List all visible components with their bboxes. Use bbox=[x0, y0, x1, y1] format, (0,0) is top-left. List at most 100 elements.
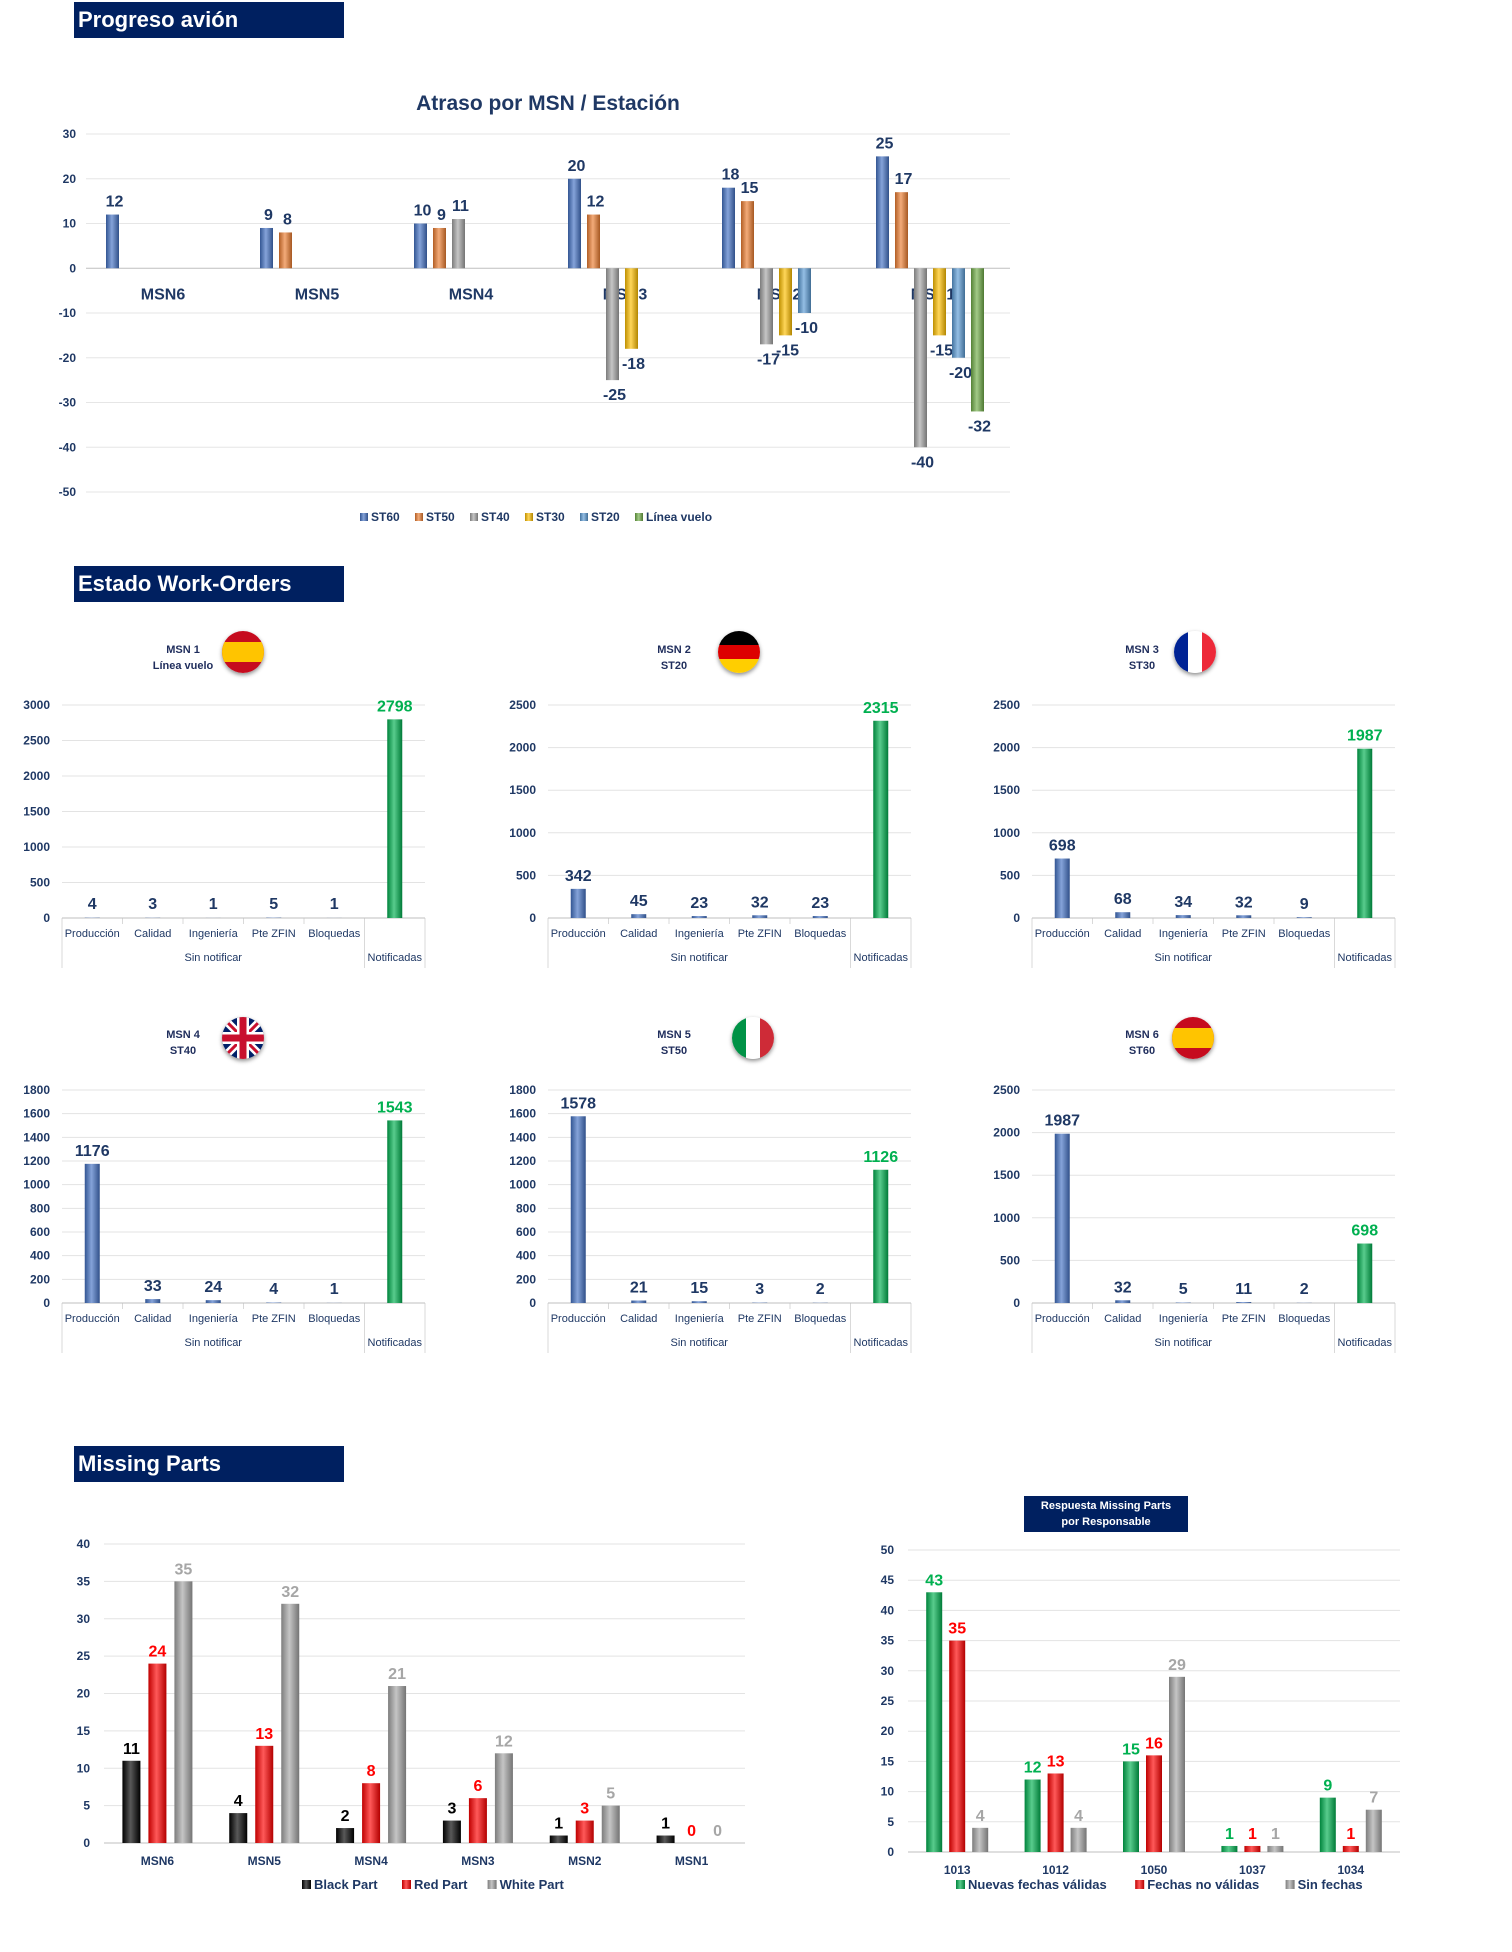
data-label: 15 bbox=[741, 180, 759, 197]
mp2-title-line1: Respuesta Missing Parts bbox=[1040, 1500, 1172, 1512]
y-tick-label: 1200 bbox=[23, 1154, 50, 1168]
bar bbox=[895, 192, 908, 269]
y-tick-label: 1500 bbox=[509, 783, 536, 797]
data-label: 3 bbox=[755, 1281, 764, 1298]
category-label: MSN1 bbox=[675, 1854, 709, 1868]
data-label: 4 bbox=[1074, 1808, 1083, 1825]
legend-label: Fechas no válidas bbox=[1147, 1877, 1259, 1892]
data-label: 698 bbox=[1049, 838, 1076, 855]
data-label: 43 bbox=[925, 1572, 943, 1589]
bar bbox=[587, 214, 600, 269]
y-tick-label: -40 bbox=[59, 440, 77, 454]
y-tick-label: 15 bbox=[77, 1724, 91, 1738]
data-label: 24 bbox=[149, 1644, 167, 1661]
bar bbox=[1319, 1797, 1336, 1852]
data-label: 12 bbox=[1024, 1760, 1042, 1777]
y-tick-label: -20 bbox=[59, 351, 77, 365]
chart-title: Atraso por MSN / Estación bbox=[416, 92, 680, 115]
legend-label: ST30 bbox=[536, 510, 565, 524]
category-label: MSN2 bbox=[568, 1854, 602, 1868]
data-label: 35 bbox=[175, 1561, 193, 1578]
legend-label: ST40 bbox=[481, 510, 510, 524]
category-label: Calidad bbox=[134, 1313, 171, 1325]
category-label: Ingeniería bbox=[1159, 928, 1209, 940]
y-tick-label: -30 bbox=[59, 396, 77, 410]
y-tick-label: 25 bbox=[881, 1694, 895, 1708]
category-label: 1050 bbox=[1141, 1863, 1168, 1877]
y-tick-label: 0 bbox=[529, 1296, 536, 1310]
y-tick-label: -10 bbox=[59, 306, 77, 320]
category-label: Calidad bbox=[1104, 1313, 1141, 1325]
data-label: 1987 bbox=[1044, 1113, 1080, 1130]
bar bbox=[752, 915, 768, 918]
wo2-msn: MSN 2 bbox=[657, 644, 691, 656]
data-label: 24 bbox=[204, 1279, 222, 1296]
data-label: -10 bbox=[795, 320, 818, 337]
bar bbox=[1357, 748, 1373, 918]
bar bbox=[1296, 917, 1312, 918]
category-label: Ingeniería bbox=[1159, 1313, 1209, 1325]
mp1-chart: 0 5 10 15 20 25 30 35 40 MSN6 11 24 35 MSN5 4 13 32 MSN4 2… bbox=[40, 1530, 760, 1910]
bar bbox=[106, 214, 119, 269]
data-label: 45 bbox=[630, 893, 648, 910]
y-tick-label: 500 bbox=[516, 868, 536, 882]
bar bbox=[1342, 1845, 1359, 1852]
y-tick-label: 2500 bbox=[993, 698, 1020, 712]
bar bbox=[1115, 1300, 1131, 1303]
bar bbox=[205, 1300, 221, 1303]
data-label: 4 bbox=[234, 1793, 243, 1810]
y-tick-label: 500 bbox=[30, 876, 50, 890]
data-label: 5 bbox=[606, 1786, 615, 1803]
bar bbox=[779, 268, 792, 336]
data-label: 13 bbox=[255, 1726, 273, 1743]
bar bbox=[1047, 1773, 1064, 1852]
data-label: -40 bbox=[911, 454, 934, 471]
data-label: 4 bbox=[976, 1808, 985, 1825]
data-label: 5 bbox=[269, 896, 278, 913]
legend-label: ST60 bbox=[371, 510, 400, 524]
data-label: 32 bbox=[751, 894, 769, 911]
bar bbox=[631, 914, 647, 918]
category-label: Bloquedas bbox=[1278, 1313, 1330, 1325]
bar bbox=[1070, 1827, 1087, 1852]
bar bbox=[1236, 915, 1252, 918]
section-header-missing: Missing Parts bbox=[74, 1446, 344, 1482]
bar bbox=[452, 219, 465, 269]
data-label: 3 bbox=[580, 1801, 589, 1818]
y-tick-label: 20 bbox=[63, 172, 77, 186]
data-label: 1 bbox=[209, 896, 218, 913]
y-tick-label: 30 bbox=[881, 1664, 895, 1678]
legend-swatch bbox=[415, 513, 423, 521]
bar bbox=[1123, 1761, 1139, 1852]
wo4-header: MSN 4 ST40 bbox=[123, 1027, 243, 1059]
data-label: 342 bbox=[565, 868, 592, 885]
bar bbox=[1221, 1845, 1238, 1852]
data-label: 18 bbox=[722, 167, 740, 184]
category-label: MSN4 bbox=[354, 1854, 388, 1868]
y-tick-label: 600 bbox=[516, 1225, 536, 1239]
y-tick-label: 0 bbox=[43, 911, 50, 925]
data-label: 3 bbox=[447, 1801, 456, 1818]
category-label: MSN6 bbox=[141, 286, 186, 303]
legend-swatch bbox=[470, 513, 478, 521]
bar bbox=[971, 268, 984, 412]
bar bbox=[949, 1640, 966, 1852]
category-label: Ingeniería bbox=[189, 1313, 239, 1325]
bar bbox=[760, 268, 773, 345]
data-label: 8 bbox=[283, 211, 292, 228]
bar bbox=[722, 187, 735, 269]
y-tick-label: 2000 bbox=[23, 769, 50, 783]
category-label: Pte ZFIN bbox=[738, 928, 782, 940]
mp1-chart-svg: 0510152025303540MSN6112435MSN541332MSN42… bbox=[77, 1537, 745, 1892]
wo4-msn: MSN 4 bbox=[166, 1029, 200, 1041]
legend-swatch bbox=[1285, 1880, 1295, 1889]
bar bbox=[279, 232, 292, 269]
category-label: 1034 bbox=[1337, 1863, 1364, 1877]
bar bbox=[972, 1827, 989, 1852]
bar bbox=[387, 719, 403, 918]
bar bbox=[442, 1820, 461, 1843]
y-tick-label: 0 bbox=[529, 911, 536, 925]
uk-flag-icon bbox=[222, 1017, 264, 1059]
bar bbox=[631, 1300, 647, 1303]
data-label: 2798 bbox=[377, 698, 413, 715]
